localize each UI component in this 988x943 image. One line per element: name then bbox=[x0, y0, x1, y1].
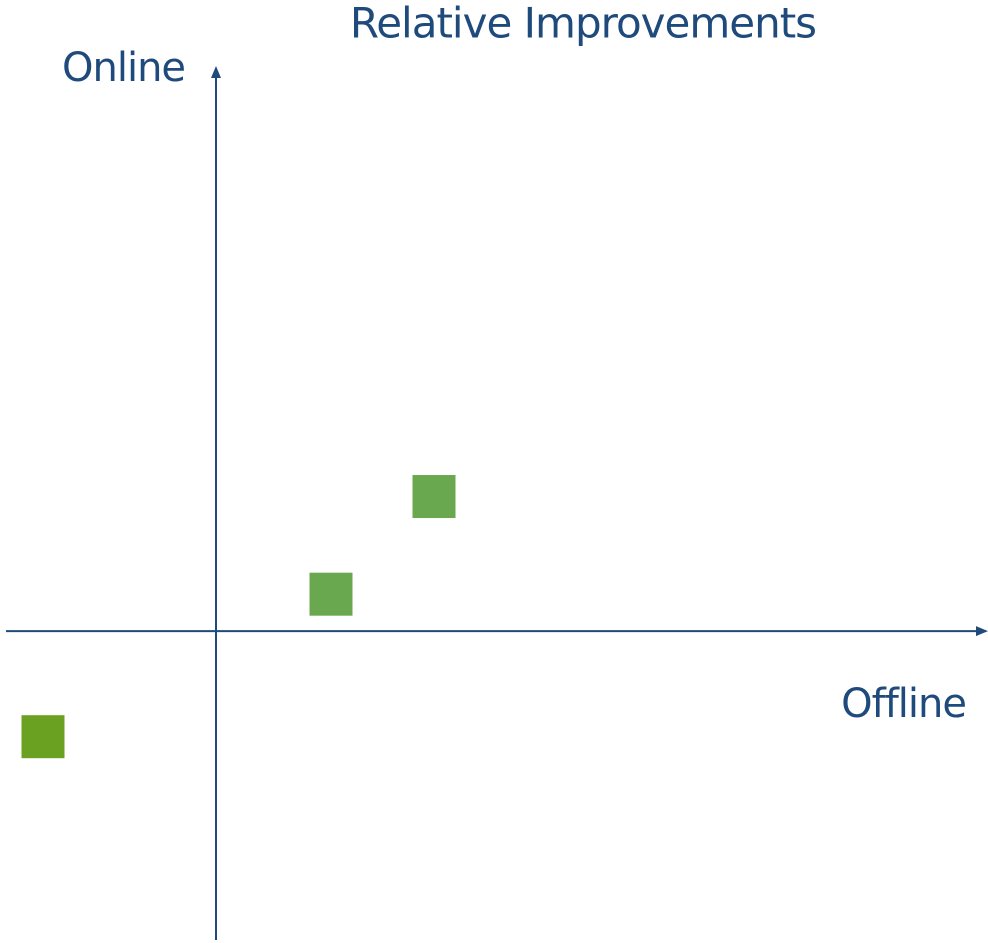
y-axis-label: Online bbox=[62, 45, 185, 91]
y-axis-arrow bbox=[211, 66, 221, 78]
point bbox=[412, 475, 456, 519]
point bbox=[309, 572, 353, 616]
x-axis-arrow bbox=[976, 626, 988, 637]
chart-title: Relative Improvements bbox=[350, 0, 816, 48]
x-axis-label: Offline bbox=[841, 681, 966, 727]
point bbox=[21, 715, 65, 759]
